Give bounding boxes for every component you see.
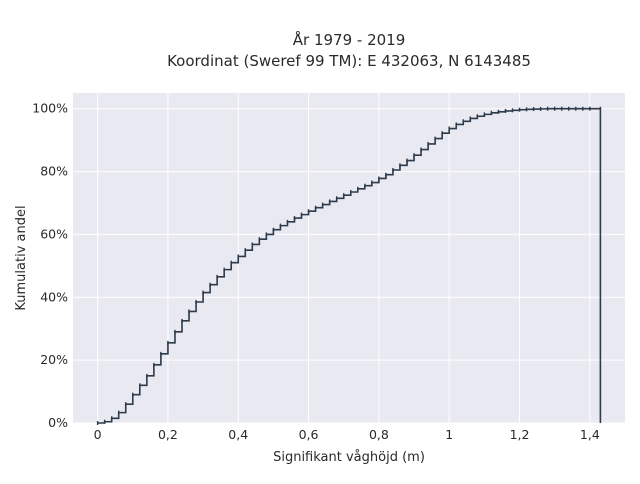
- y-axis-title: Kumulativ andel: [14, 205, 29, 310]
- x-tick-label: 1,2: [510, 427, 530, 442]
- plot-area: [73, 93, 625, 423]
- tick-labels: 0 0,2 0,4 0,6 0,8 1 1,2 1,4 0% 20% 40% 60% 80% 100%: [32, 101, 600, 442]
- y-tick-label: 40%: [40, 289, 68, 304]
- series-layer: [96, 106, 602, 425]
- x-tick-label: 0: [94, 427, 102, 442]
- x-axis-title: Signifikant våghöjd (m): [273, 450, 425, 465]
- y-tick-label: 80%: [40, 164, 68, 179]
- chart-title-line-2: Koordinat (Sweref 99 TM): E 432063, N 61…: [167, 52, 531, 70]
- chart-title-line-1: År 1979 - 2019: [293, 30, 406, 49]
- x-tick-label: 0,2: [158, 427, 178, 442]
- y-tick-label: 60%: [40, 226, 68, 241]
- x-tick-label: 1,4: [580, 427, 600, 442]
- x-tick-label: 1: [445, 427, 453, 442]
- x-tick-label: 0,6: [299, 427, 319, 442]
- y-tick-label: 20%: [40, 352, 68, 367]
- y-tick-label: 0%: [48, 415, 68, 430]
- y-tick-label: 100%: [32, 101, 68, 116]
- x-tick-label: 0,8: [369, 427, 389, 442]
- x-tick-label: 0,4: [228, 427, 248, 442]
